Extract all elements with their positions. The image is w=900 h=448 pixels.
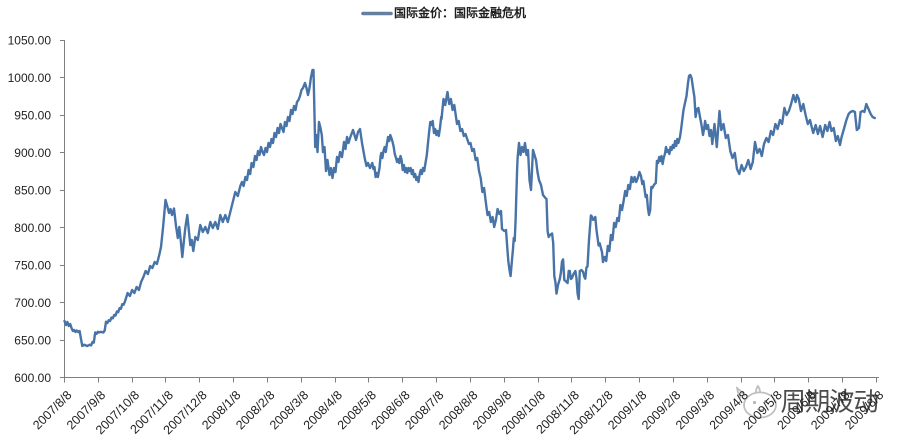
svg-text:周期波动: 周期波动 — [781, 388, 879, 416]
svg-text:800.00: 800.00 — [14, 221, 51, 235]
svg-text:600.00: 600.00 — [14, 371, 51, 385]
svg-text:750.00: 750.00 — [14, 258, 51, 272]
svg-text:1000.00: 1000.00 — [8, 71, 52, 85]
svg-text:700.00: 700.00 — [14, 296, 51, 310]
svg-text:国际金价：国际金融危机: 国际金价：国际金融危机 — [394, 5, 526, 20]
svg-text:900.00: 900.00 — [14, 146, 51, 160]
svg-text:1050.00: 1050.00 — [8, 34, 52, 48]
svg-text:950.00: 950.00 — [14, 109, 51, 123]
svg-text:850.00: 850.00 — [14, 183, 51, 197]
svg-text:650.00: 650.00 — [14, 333, 51, 347]
